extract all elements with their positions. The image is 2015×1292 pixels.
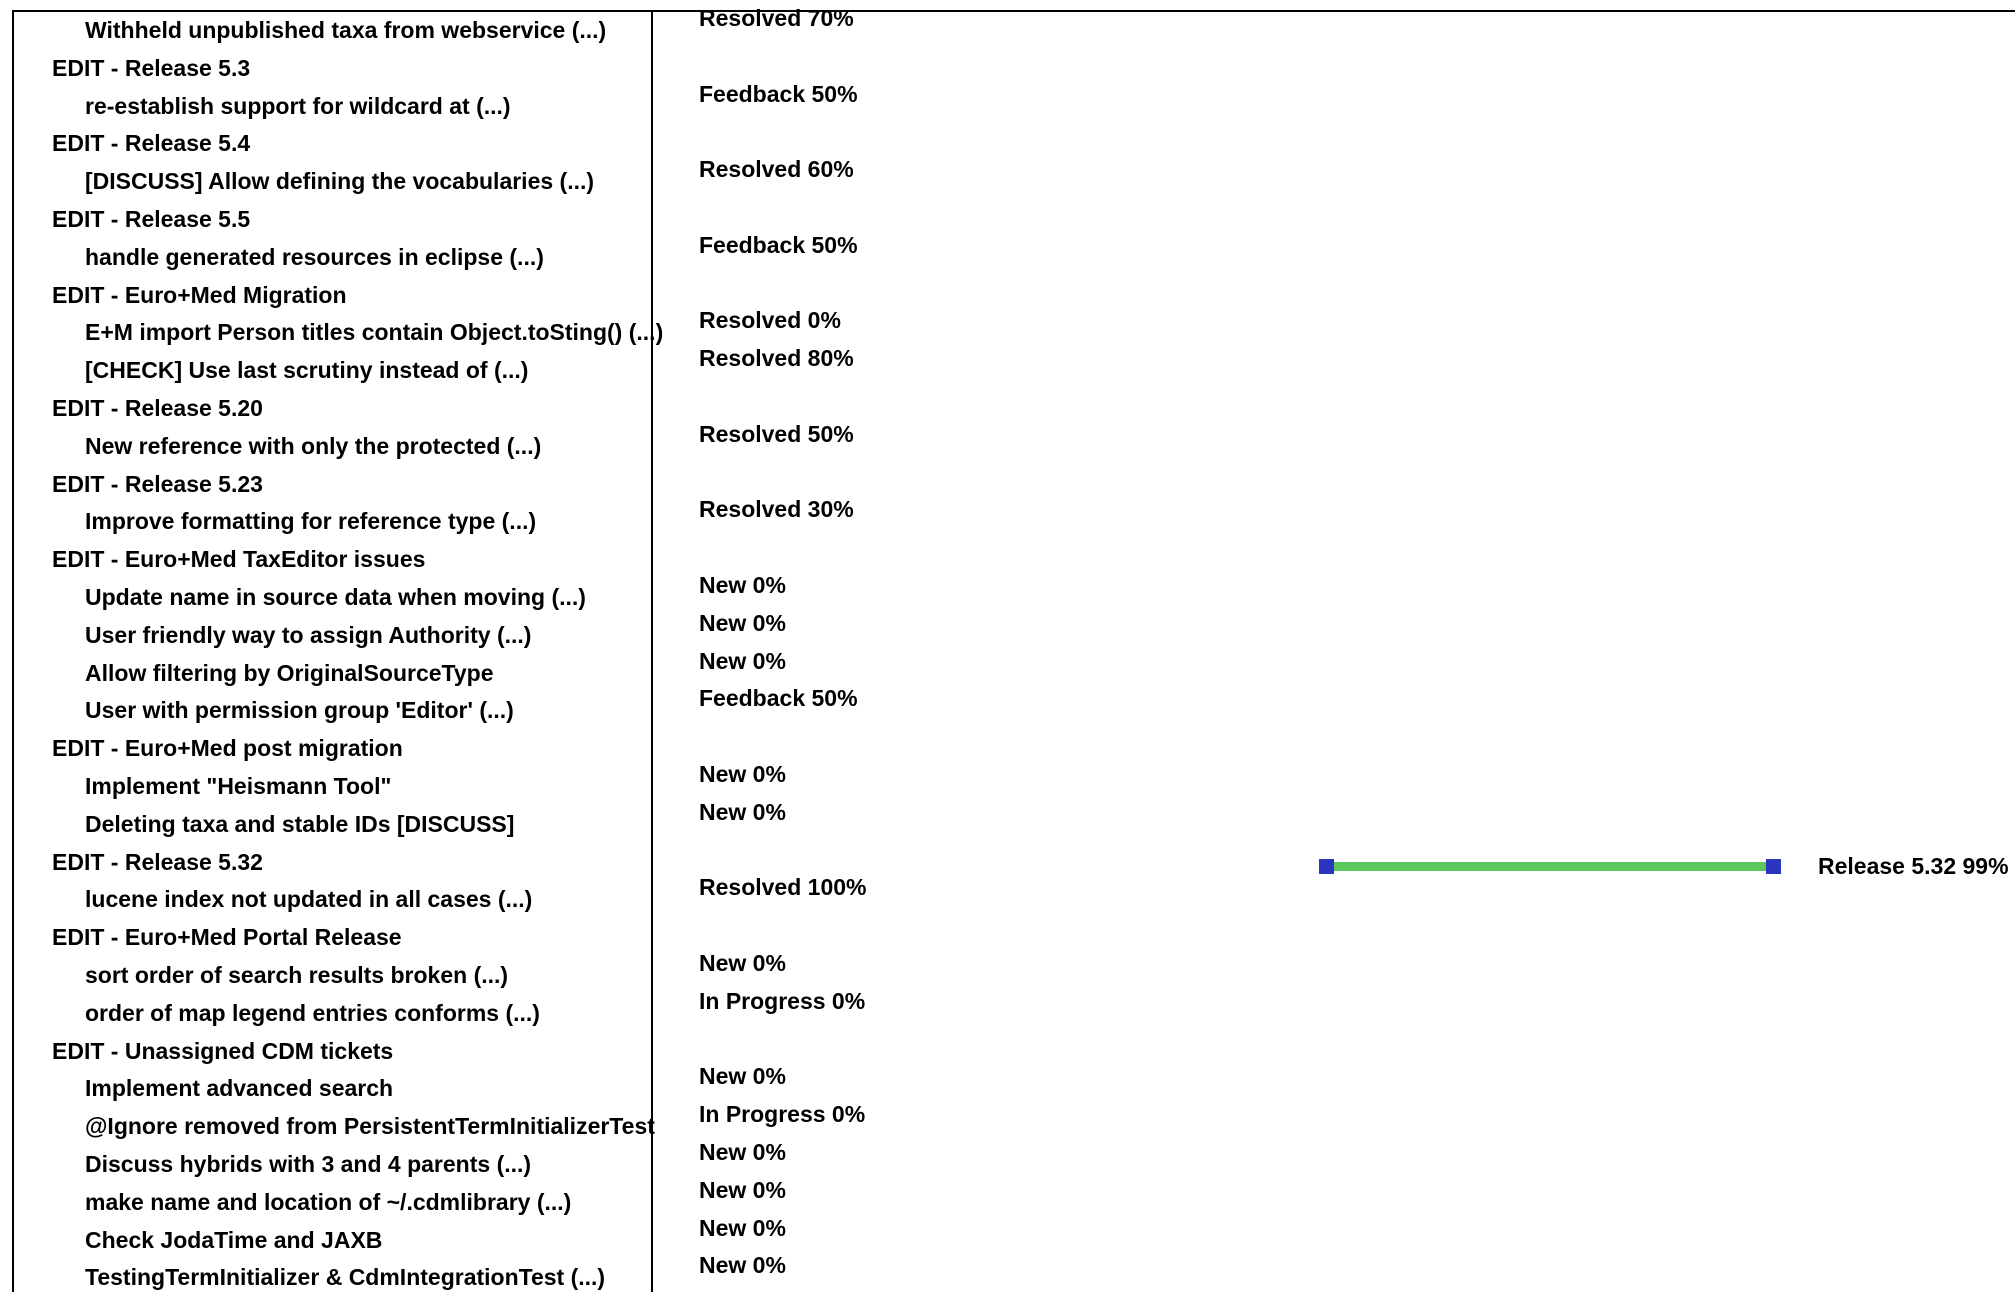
issue-status-label: Feedback 50% — [699, 80, 858, 107]
issue-link[interactable]: @Ignore removed from PersistentTermIniti… — [85, 1113, 655, 1140]
issue-status-label: Resolved 100% — [699, 874, 867, 901]
version-progress-bar[interactable] — [1319, 861, 1781, 871]
gantt-frame — [12, 10, 2015, 1292]
version-row[interactable]: EDIT - Release 5.23 — [52, 470, 263, 497]
issue-status-label: Resolved 50% — [699, 420, 854, 447]
issue-status-label: In Progress 0% — [699, 1101, 866, 1128]
issue-link[interactable]: [CHECK] Use last scrutiny instead of (..… — [85, 357, 529, 384]
issue-status-label: New 0% — [699, 1063, 786, 1090]
subject-column-divider — [651, 10, 653, 1292]
issue-link[interactable]: Update name in source data when moving (… — [85, 584, 586, 610]
version-row[interactable]: EDIT - Release 5.32 — [52, 848, 263, 875]
issue-status-label: Resolved 80% — [699, 345, 854, 372]
issue-status-label: Resolved 30% — [699, 496, 854, 523]
version-row[interactable]: EDIT - Euro+Med post migration — [52, 735, 403, 762]
issue-status-label: New 0% — [699, 1252, 786, 1279]
issue-status-label: Resolved 0% — [699, 307, 841, 334]
version-row[interactable]: EDIT - Euro+Med TaxEditor issues — [52, 546, 426, 573]
issue-link[interactable]: TestingTermInitializer & CdmIntegrationT… — [85, 1264, 606, 1291]
issue-link[interactable]: Implement "Heismann Tool" — [85, 773, 392, 799]
version-row[interactable]: EDIT - Release 5.4 — [52, 130, 251, 157]
issue-link[interactable]: make name and location of ~/.cdmlibrary … — [85, 1188, 572, 1215]
issue-link[interactable]: Allow filtering by OriginalSourceType — [85, 659, 494, 686]
version-row[interactable]: EDIT - Unassigned CDM tickets — [52, 1037, 394, 1064]
issue-link[interactable]: User with permission group 'Editor' (...… — [85, 697, 514, 724]
issue-link[interactable]: sort order of search results broken (...… — [85, 962, 509, 988]
version-row[interactable]: EDIT - Release 5.5 — [52, 206, 251, 232]
issue-status-label: New 0% — [699, 572, 786, 598]
version-bar-label: Release 5.32 99% — [1818, 852, 2009, 879]
version-due-marker — [1766, 858, 1781, 874]
issue-status-label: New 0% — [699, 798, 786, 825]
issue-link[interactable]: re-establish support for wildcard at (..… — [85, 92, 511, 119]
issue-link[interactable]: handle generated resources in eclipse (.… — [85, 243, 544, 270]
issue-status-label: New 0% — [699, 950, 786, 976]
version-row[interactable]: EDIT - Release 5.3 — [52, 54, 251, 81]
version-row[interactable]: EDIT - Euro+Med Migration — [52, 281, 347, 308]
issue-link[interactable]: User friendly way to assign Authority (.… — [85, 621, 532, 648]
issue-link[interactable]: order of map legend entries conforms (..… — [85, 999, 540, 1026]
issue-link[interactable]: Improve formatting for reference type (.… — [85, 508, 537, 535]
issue-link[interactable]: Withheld unpublished taxa from webservic… — [85, 17, 607, 43]
issue-link[interactable]: lucene index not updated in all cases (.… — [85, 886, 533, 913]
issue-link[interactable]: E+M import Person titles contain Object.… — [85, 319, 664, 346]
issue-link[interactable]: Deleting taxa and stable IDs [DISCUSS] — [85, 810, 515, 837]
issue-status-label: New 0% — [699, 1139, 786, 1165]
issue-status-label: Resolved 70% — [699, 5, 854, 31]
issue-status-label: Feedback 50% — [699, 231, 858, 258]
issue-status-label: Feedback 50% — [699, 685, 858, 712]
issue-link[interactable]: Discuss hybrids with 3 and 4 parents (..… — [85, 1151, 532, 1177]
issue-link[interactable]: New reference with only the protected (.… — [85, 432, 542, 459]
issue-status-label: New 0% — [699, 761, 786, 787]
issue-status-label: New 0% — [699, 609, 786, 636]
version-row[interactable]: EDIT - Release 5.20 — [52, 395, 263, 421]
issue-link[interactable]: Implement advanced search — [85, 1075, 394, 1102]
issue-status-label: New 0% — [699, 1214, 786, 1241]
issue-status-label: Resolved 60% — [699, 156, 854, 183]
version-start-marker — [1319, 858, 1334, 874]
issue-link[interactable]: Check JodaTime and JAXB — [85, 1226, 383, 1253]
issue-status-label: New 0% — [699, 1176, 786, 1203]
version-row[interactable]: EDIT - Euro+Med Portal Release — [52, 924, 402, 951]
issue-link[interactable]: [DISCUSS] Allow defining the vocabularie… — [85, 168, 595, 195]
issue-status-label: New 0% — [699, 647, 786, 674]
issue-status-label: In Progress 0% — [699, 987, 866, 1014]
